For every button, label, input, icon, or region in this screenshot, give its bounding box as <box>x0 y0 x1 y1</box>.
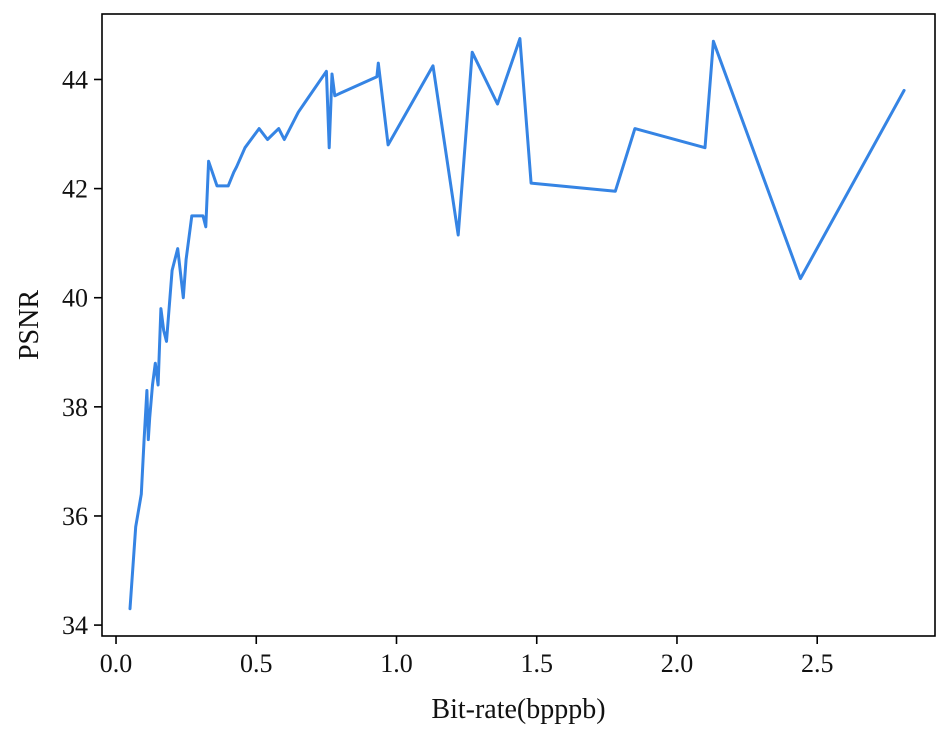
y-tick-label: 44 <box>62 65 88 94</box>
plot-area <box>128 37 906 611</box>
x-axis-label: Bit-rate(bpppb) <box>431 694 605 725</box>
psnr-series-line <box>128 37 906 611</box>
x-axis: 0.0 0.5 1.0 1.5 2.0 2.5 <box>100 636 834 678</box>
x-tick-label: 0.5 <box>240 649 273 678</box>
y-tick-label: 34 <box>62 611 88 640</box>
y-axis-label: PSNR <box>14 290 45 360</box>
y-axis: 34 36 38 40 42 44 <box>62 65 102 640</box>
axes-frame <box>101 13 936 637</box>
x-tick-label: 0.0 <box>100 649 133 678</box>
x-tick-label: 2.5 <box>801 649 834 678</box>
y-tick-label: 42 <box>62 175 88 204</box>
x-tick-label: 1.5 <box>520 649 553 678</box>
y-tick-label: 38 <box>62 393 88 422</box>
x-tick-label: 2.0 <box>661 649 694 678</box>
y-tick-label: 40 <box>62 284 88 313</box>
x-tick-label: 1.0 <box>380 649 413 678</box>
y-tick-label: 36 <box>62 502 88 531</box>
